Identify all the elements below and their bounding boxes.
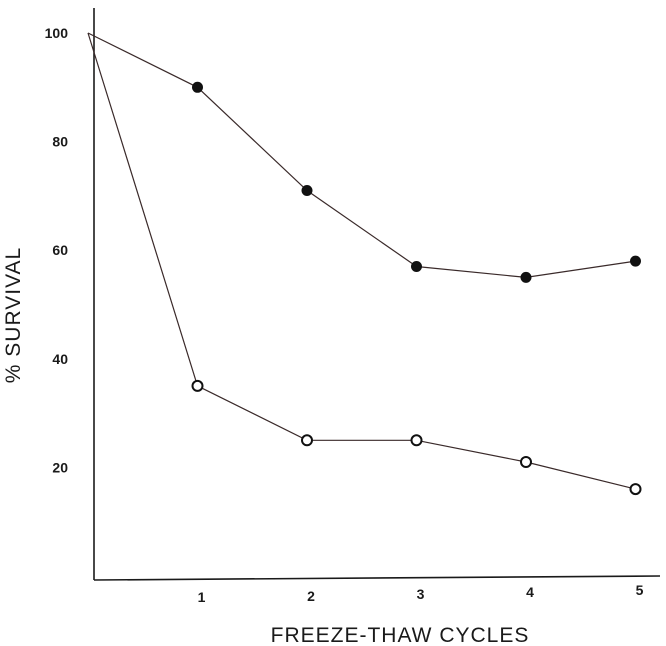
data-point-filled-circle-x5 <box>630 255 641 267</box>
data-point-open-circle-x4 <box>520 456 532 468</box>
axes <box>93 8 661 581</box>
x-axis-line <box>93 575 661 581</box>
data-point-open-circle-x5 <box>629 483 642 496</box>
y-tick-label-20: 20 <box>52 459 68 475</box>
x-tick-label-4: 4 <box>526 584 534 600</box>
x-tick-label-2: 2 <box>307 588 315 604</box>
y-tick-label-100: 100 <box>45 25 69 41</box>
y-tick-labels: 20 40 60 80 100 <box>45 25 69 475</box>
series-filled-circle <box>87 32 641 283</box>
x-tick-label-1: 1 <box>198 589 206 605</box>
x-tick-labels: 1 2 3 4 5 <box>198 582 644 605</box>
y-axis-title: % SURVIVAL <box>2 247 25 383</box>
x-axis-title: FREEZE-THAW CYCLES <box>271 624 530 646</box>
data-point-open-circle-x1 <box>191 379 204 392</box>
series-line-filled-circle <box>87 32 636 279</box>
y-tick-label-60: 60 <box>52 242 68 258</box>
x-tick-label-3: 3 <box>417 586 425 602</box>
data-point-open-circle-x3 <box>410 434 423 447</box>
series-open-circle <box>87 32 642 496</box>
series-line-open-circle <box>87 32 636 490</box>
data-point-open-circle-x2 <box>301 434 313 447</box>
y-tick-label-80: 80 <box>52 134 68 150</box>
data-point-filled-circle-x1 <box>192 81 203 93</box>
data-point-filled-circle-x3 <box>411 261 422 272</box>
series-layer <box>87 32 642 496</box>
data-point-filled-circle-x4 <box>520 271 532 283</box>
y-tick-label-40: 40 <box>52 351 68 367</box>
x-tick-label-5: 5 <box>636 582 644 598</box>
data-point-filled-circle-x2 <box>301 185 313 196</box>
